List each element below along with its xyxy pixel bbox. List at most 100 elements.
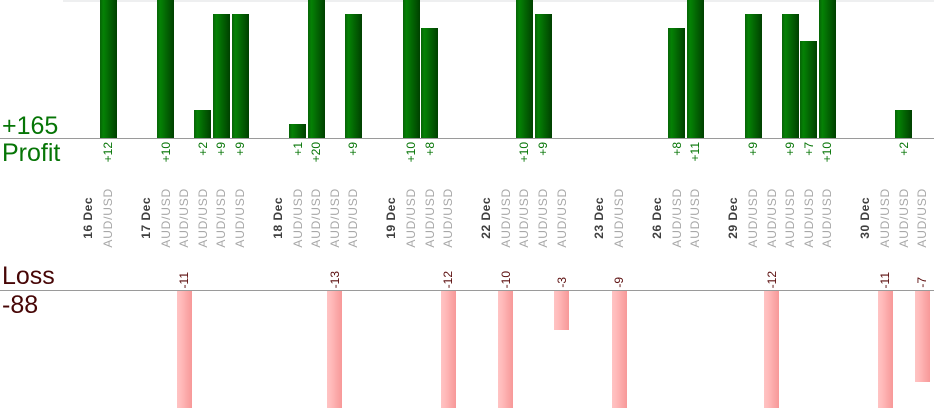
profit-value-label: +10: [401, 142, 421, 162]
symbol-label: AUD/USD: [211, 180, 231, 255]
date-label: 23 Dec: [589, 180, 609, 255]
profit-bar: [744, 14, 762, 138]
profit-value-label: +10: [514, 142, 534, 162]
profit-value-label: +10: [817, 142, 837, 162]
symbol-label-text: AUD/USD: [746, 187, 760, 248]
loss-axis-label: Loss: [2, 262, 55, 290]
loss-value-label-text: -11: [177, 271, 192, 288]
profit-value-label: +8: [667, 142, 687, 156]
symbol-label: AUD/USD: [514, 180, 534, 255]
loss-value-label: -11: [174, 272, 194, 288]
symbol-label: AUD/USD: [306, 180, 326, 255]
symbol-label-text: AUD/USD: [612, 187, 627, 248]
profit-bar: [421, 28, 439, 138]
loss-value-label: -7: [912, 277, 932, 288]
symbol-label: AUD/USD: [325, 180, 345, 255]
profit-value-label: +2: [193, 142, 213, 156]
profit-bar: [686, 0, 704, 138]
loss-value-label-text: -7: [915, 277, 930, 288]
profit-bar: [99, 0, 117, 138]
date-label: 29 Dec: [723, 180, 743, 255]
symbol-label: AUD/USD: [533, 180, 553, 255]
symbol-label-text: AUD/USD: [669, 187, 684, 248]
profit-value-label-text: +8: [669, 142, 684, 156]
profit-bar: [157, 0, 175, 138]
profit-value-label: +9: [230, 142, 250, 156]
profit-bar: [895, 110, 913, 138]
symbol-label-text: AUD/USD: [688, 187, 703, 248]
date-label-text: 17 Dec: [138, 196, 153, 239]
loss-bar: [764, 291, 780, 408]
symbol-label: AUD/USD: [552, 180, 572, 255]
profit-bar: [402, 0, 420, 138]
loss-value-label-text: -11: [878, 271, 892, 288]
profit-total-label: +165: [2, 112, 59, 140]
symbol-label-text: AUD/USD: [441, 187, 456, 248]
profit-value-label: +8: [420, 142, 440, 156]
symbol-label-text: AUD/USD: [783, 187, 798, 248]
profit-baseline: [0, 138, 934, 139]
profit-value-label: +11: [685, 142, 705, 161]
profit-value-label-text: +10: [158, 142, 173, 163]
symbol-label-text: AUD/USD: [290, 187, 305, 248]
symbol-label-text: AUD/USD: [915, 187, 930, 248]
loss-bar: [176, 291, 192, 408]
symbol-label-text: AUD/USD: [820, 187, 835, 248]
date-label-text: 16 Dec: [81, 196, 95, 239]
profit-value-label-text: +1: [290, 142, 305, 156]
symbol-label: AUD/USD: [193, 180, 213, 255]
profit-value-label-text: +2: [896, 142, 911, 156]
symbol-label: AUD/USD: [743, 180, 763, 255]
symbol-label: AUD/USD: [667, 180, 687, 255]
profit-value-label-text: +9: [746, 142, 760, 156]
profit-value-label-text: +20: [309, 142, 324, 163]
profit-value-label: +9: [343, 142, 363, 156]
symbol-label: AUD/USD: [401, 180, 421, 255]
loss-bar: [914, 291, 930, 382]
profit-bar: [668, 28, 686, 138]
symbol-label: AUD/USD: [894, 180, 914, 255]
loss-bar: [877, 291, 893, 408]
symbol-label-text: AUD/USD: [878, 187, 892, 248]
profit-value-label-text: +9: [214, 142, 229, 156]
profit-bar: [800, 41, 818, 138]
symbol-label: AUD/USD: [799, 180, 819, 255]
profit-bar: [781, 14, 799, 138]
symbol-label: AUD/USD: [817, 180, 837, 255]
profit-value-label-text: +11: [688, 142, 703, 162]
date-label: 17 Dec: [136, 180, 156, 255]
symbol-label: AUD/USD: [762, 180, 782, 255]
date-label: 19 Dec: [381, 180, 401, 255]
profit-bar: [515, 0, 533, 138]
symbol-label-text: AUD/USD: [214, 187, 229, 248]
profit-bar: [231, 14, 249, 138]
date-label: 30 Dec: [855, 180, 875, 255]
symbol-label: AUD/USD: [230, 180, 250, 255]
profit-value-label: +9: [743, 142, 763, 156]
symbol-label: AUD/USD: [875, 180, 895, 255]
profit-value-label-text: +9: [346, 142, 361, 156]
symbol-label-text: AUD/USD: [158, 187, 173, 248]
loss-value-label: -9: [609, 277, 629, 288]
symbol-label: AUD/USD: [685, 180, 705, 255]
symbol-label: AUD/USD: [174, 180, 194, 255]
profit-value-label: +1: [288, 142, 308, 156]
date-label-text: 26 Dec: [649, 196, 664, 239]
date-label: 22 Dec: [476, 180, 496, 255]
profit-bar: [818, 0, 836, 138]
symbol-label: AUD/USD: [780, 180, 800, 255]
symbol-label: AUD/USD: [912, 180, 932, 255]
plot-top-border: [63, 0, 934, 2]
date-label: 26 Dec: [647, 180, 667, 255]
symbol-label-text: AUD/USD: [177, 187, 192, 248]
profit-value-label-text: +8: [422, 142, 437, 156]
symbol-label-text: AUD/USD: [346, 187, 361, 248]
loss-value-label-text: -9: [612, 277, 627, 288]
profit-bar: [307, 0, 325, 138]
profit-value-label-text: +10: [820, 142, 835, 163]
loss-value-label-text: -12: [764, 270, 779, 288]
symbol-label: AUD/USD: [98, 180, 118, 255]
date-label-text: 23 Dec: [592, 196, 607, 239]
date-label-text: 30 Dec: [858, 196, 872, 239]
